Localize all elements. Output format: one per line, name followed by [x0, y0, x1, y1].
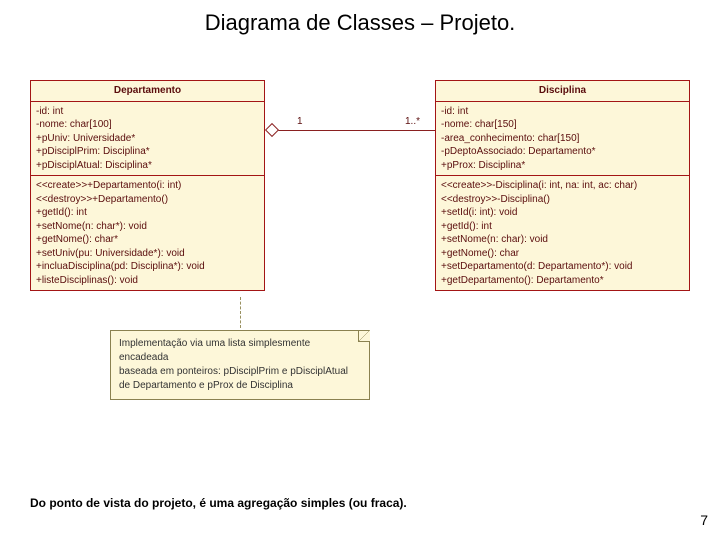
- operation-line: +setUniv(pu: Universidade*): void: [36, 247, 259, 261]
- operation-line: +incluaDisciplina(pd: Disciplina*): void: [36, 260, 259, 274]
- class-operations: <<create>>+Departamento(i: int)<<destroy…: [31, 176, 264, 290]
- attribute-line: -pDeptoAssociado: Departamento*: [441, 145, 684, 159]
- attribute-line: -area_conhecimento: char[150]: [441, 132, 684, 146]
- class-attributes: -id: int-nome: char[100]+pUniv: Universi…: [31, 102, 264, 177]
- operation-line: +getNome(): char*: [36, 233, 259, 247]
- note-anchor-line: [240, 297, 241, 328]
- class-name: Disciplina: [436, 81, 689, 102]
- operation-line: +setId(i: int): void: [441, 206, 684, 220]
- operation-line: +listeDisciplinas(): void: [36, 274, 259, 288]
- operation-line: +getId(): int: [441, 220, 684, 234]
- operation-line: <<create>>-Disciplina(i: int, na: int, a…: [441, 179, 684, 193]
- class-attributes: -id: int-nome: char[150]-area_conhecimen…: [436, 102, 689, 177]
- operation-line: +setNome(n: char): void: [441, 233, 684, 247]
- uml-class-departamento: Departamento -id: int-nome: char[100]+pU…: [30, 80, 265, 291]
- operation-line: <<create>>+Departamento(i: int): [36, 179, 259, 193]
- note-text: Implementação via uma lista simplesmente…: [119, 337, 361, 393]
- note-line: baseada em ponteiros: pDisciplPrim e pDi…: [119, 365, 361, 379]
- class-operations: <<create>>-Disciplina(i: int, na: int, a…: [436, 176, 689, 290]
- note-fold-icon: [358, 330, 370, 342]
- attribute-line: -nome: char[100]: [36, 118, 259, 132]
- aggregation-diamond-icon: [265, 123, 279, 137]
- note-line: Implementação via uma lista simplesmente…: [119, 337, 361, 365]
- multiplicity-right: 1..*: [405, 116, 420, 127]
- uml-class-disciplina: Disciplina -id: int-nome: char[150]-area…: [435, 80, 690, 291]
- footer-caption: Do ponto de vista do projeto, é uma agre…: [30, 496, 407, 510]
- page-number: 7: [700, 512, 708, 528]
- attribute-line: +pProx: Disciplina*: [441, 159, 684, 173]
- attribute-line: -id: int: [441, 105, 684, 119]
- operation-line: +setNome(n: char*): void: [36, 220, 259, 234]
- operation-line: <<destroy>>-Disciplina(): [441, 193, 684, 207]
- class-name: Departamento: [31, 81, 264, 102]
- uml-note: Implementação via uma lista simplesmente…: [110, 330, 370, 400]
- operation-line: +getDepartamento(): Departamento*: [441, 274, 684, 288]
- operation-line: +setDepartamento(d: Departamento*): void: [441, 260, 684, 274]
- page-title: Diagrama de Classes – Projeto.: [0, 0, 720, 36]
- diagram-canvas: Departamento -id: int-nome: char[100]+pU…: [30, 80, 690, 400]
- note-line: de Departamento e pProx de Disciplina: [119, 379, 361, 393]
- operation-line: <<destroy>>+Departamento(): [36, 193, 259, 207]
- attribute-line: +pDisciplAtual: Disciplina*: [36, 159, 259, 173]
- association-line: [277, 130, 435, 131]
- operation-line: +getNome(): char: [441, 247, 684, 261]
- operation-line: +getId(): int: [36, 206, 259, 220]
- attribute-line: +pUniv: Universidade*: [36, 132, 259, 146]
- multiplicity-left: 1: [297, 116, 303, 127]
- attribute-line: -nome: char[150]: [441, 118, 684, 132]
- attribute-line: +pDisciplPrim: Disciplina*: [36, 145, 259, 159]
- attribute-line: -id: int: [36, 105, 259, 119]
